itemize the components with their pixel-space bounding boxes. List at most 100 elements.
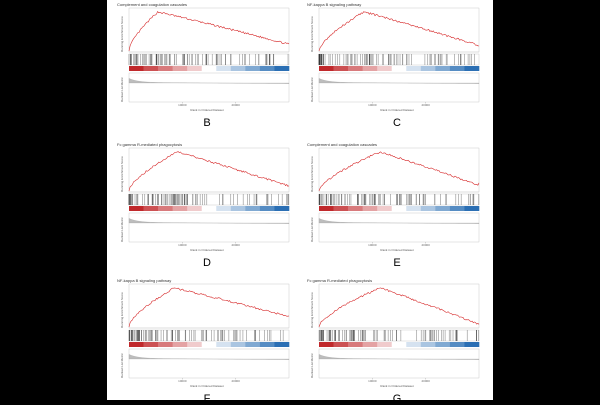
heat-bar-segment bbox=[259, 66, 275, 71]
hit-frame bbox=[128, 53, 290, 66]
x-tick-label: 20000 bbox=[231, 103, 240, 107]
heat-bar-segment bbox=[348, 342, 363, 347]
heat-bar-segment bbox=[435, 342, 451, 347]
panel-letter: B bbox=[203, 117, 211, 129]
heat-bar-segment bbox=[158, 206, 173, 211]
x-axis-label: Rank in Ordered Dataset bbox=[380, 384, 414, 388]
heat-bar-segment bbox=[172, 342, 188, 347]
heat-bar-segment bbox=[420, 206, 436, 211]
heat-bar-segment bbox=[435, 66, 451, 71]
heat-bar-segment bbox=[435, 206, 451, 211]
heat-bar-segment bbox=[420, 342, 436, 347]
heat-bar-segment bbox=[449, 66, 465, 71]
panel-title: Complement and coagulation cascades bbox=[117, 2, 188, 7]
es-frame bbox=[128, 147, 290, 193]
heat-bar-segment bbox=[201, 66, 217, 71]
heat-bar-segment bbox=[362, 342, 378, 347]
heat-bar-segment bbox=[391, 66, 407, 71]
heat-bar-segment bbox=[420, 66, 436, 71]
ranked-metric-area bbox=[318, 218, 480, 224]
heat-bar-segment bbox=[333, 66, 349, 71]
gsea-panel-d: Fc gamma R-mediated phagocytosis D Running… bbox=[117, 142, 292, 269]
gsea-plot: 10000 20000 bbox=[128, 7, 290, 107]
heat-bar-segment bbox=[158, 342, 173, 347]
metric-frame bbox=[128, 212, 290, 243]
panel-title: NF-kappa B signaling pathway bbox=[307, 2, 362, 7]
heat-bar-segment bbox=[464, 66, 480, 71]
heat-bar-segment bbox=[172, 66, 188, 71]
heat-bar-segment bbox=[172, 206, 188, 211]
gsea-panel-g: Fc gamma R-mediated phagocytosis G Running… bbox=[307, 278, 482, 405]
gsea-plot: 10000 20000 bbox=[128, 283, 290, 383]
es-frame bbox=[318, 7, 480, 53]
heat-bar-segment bbox=[274, 66, 290, 71]
heat-bar-segment bbox=[406, 342, 422, 347]
gsea-plot: 10000 20000 bbox=[128, 147, 290, 247]
heat-bar-segment bbox=[362, 206, 378, 211]
x-tick-label: 10000 bbox=[178, 379, 187, 383]
heat-bar-segment bbox=[319, 206, 334, 211]
hit-frame bbox=[128, 329, 290, 342]
x-axis-label: Rank in Ordered Dataset bbox=[190, 248, 224, 252]
es-frame bbox=[128, 7, 290, 53]
heat-bar-segment bbox=[245, 342, 261, 347]
heat-bar-segment bbox=[319, 66, 334, 71]
heat-bar-segment bbox=[230, 206, 246, 211]
gsea-plot: 10000 20000 bbox=[318, 283, 480, 383]
heat-bar-segment bbox=[333, 206, 349, 211]
enrichment-curve bbox=[128, 11, 290, 52]
metric-frame bbox=[318, 348, 480, 379]
x-tick-label: 20000 bbox=[231, 379, 240, 383]
heat-bar-segment bbox=[274, 342, 290, 347]
heat-bar-segment bbox=[129, 66, 144, 71]
heat-bar-segment bbox=[245, 66, 261, 71]
heat-bar-segment bbox=[201, 206, 217, 211]
x-tick-label: 10000 bbox=[368, 103, 377, 107]
heat-bar-segment bbox=[230, 66, 246, 71]
panel-title: Fc gamma R-mediated phagocytosis bbox=[117, 142, 183, 147]
panel-title: Fc gamma R-mediated phagocytosis bbox=[307, 278, 373, 283]
panel-letter: G bbox=[392, 393, 402, 405]
enrichment-curve bbox=[318, 151, 480, 192]
panel-letter: D bbox=[203, 257, 211, 269]
heat-bar-segment bbox=[377, 206, 393, 211]
heat-bar-segment bbox=[377, 342, 393, 347]
heat-bar-segment bbox=[216, 342, 232, 347]
panel-title: NF-kappa B signaling pathway bbox=[117, 278, 172, 283]
heat-bar-segment bbox=[464, 342, 480, 347]
x-tick-label: 10000 bbox=[368, 243, 377, 247]
x-tick-label: 20000 bbox=[421, 103, 430, 107]
metric-frame bbox=[318, 212, 480, 243]
panel-letter: F bbox=[203, 393, 211, 405]
heat-bar-segment bbox=[143, 342, 159, 347]
heat-bar-segment bbox=[449, 342, 465, 347]
heat-bar-segment bbox=[216, 206, 232, 211]
x-axis-label: Rank in Ordered Dataset bbox=[190, 384, 224, 388]
hit-frame bbox=[318, 193, 480, 206]
gsea-plot: 10000 20000 bbox=[318, 7, 480, 107]
gsea-panel-b: Complement and coagulation cascades B Runn… bbox=[117, 2, 292, 129]
heat-bar-segment bbox=[377, 66, 393, 71]
metric-frame bbox=[128, 72, 290, 103]
heat-bar-segment bbox=[245, 206, 261, 211]
x-axis-label: Rank in Ordered Dataset bbox=[380, 108, 414, 112]
heat-bar-segment bbox=[129, 206, 144, 211]
heat-bar-segment bbox=[230, 342, 246, 347]
x-tick-label: 10000 bbox=[178, 103, 187, 107]
x-axis-label: Rank in Ordered Dataset bbox=[380, 248, 414, 252]
heat-bar-segment bbox=[187, 206, 203, 211]
heat-bar-segment bbox=[449, 206, 465, 211]
es-frame bbox=[128, 283, 290, 329]
heat-bar-segment bbox=[464, 206, 480, 211]
heat-bar-segment bbox=[158, 66, 173, 71]
heat-bar-segment bbox=[143, 66, 159, 71]
heat-bar-segment bbox=[274, 206, 290, 211]
x-axis-label: Rank in Ordered Dataset bbox=[190, 108, 224, 112]
panel-letter: E bbox=[393, 257, 401, 269]
hit-frame bbox=[318, 329, 480, 342]
heat-bar-segment bbox=[259, 342, 275, 347]
enrichment-curve bbox=[318, 11, 480, 52]
hit-frame bbox=[128, 193, 290, 206]
gsea-figure: Complement and coagulation cascades B Runn… bbox=[107, 0, 493, 405]
es-frame bbox=[318, 283, 480, 329]
